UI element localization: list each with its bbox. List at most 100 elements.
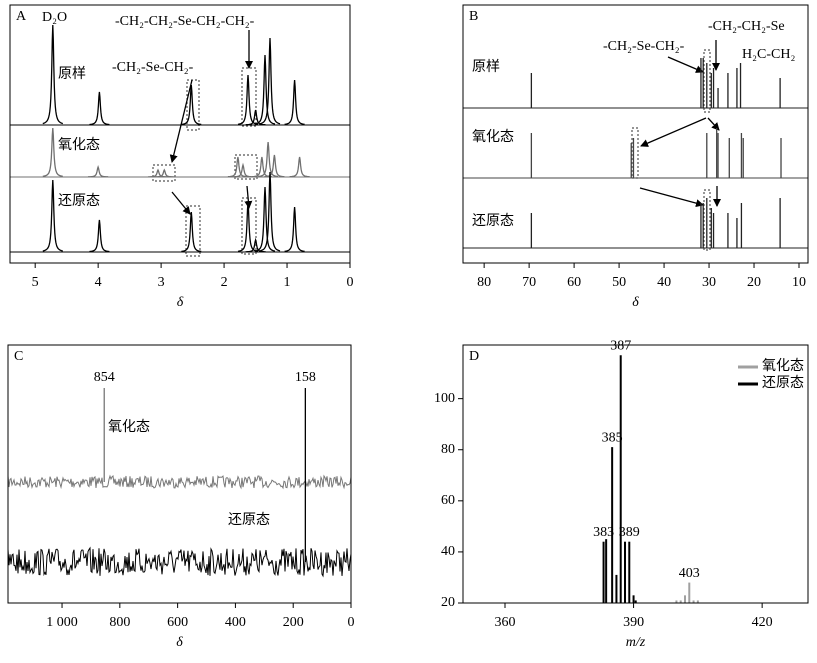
peak-label: 387 bbox=[610, 338, 631, 353]
peak bbox=[289, 156, 310, 178]
legend-label: 氧化态 bbox=[762, 358, 804, 374]
annotation: -CH₂-Se-CH₂- bbox=[112, 60, 194, 75]
peak bbox=[181, 211, 202, 253]
x-tick-label: 50 bbox=[612, 275, 626, 290]
panel-letter: B bbox=[469, 9, 478, 24]
peak bbox=[245, 237, 266, 253]
panel-letter: D bbox=[469, 349, 479, 364]
x-tick-label: 60 bbox=[567, 275, 581, 290]
frame bbox=[9, 4, 351, 264]
peak bbox=[89, 219, 110, 253]
panel-letter: A bbox=[16, 9, 27, 24]
plot-area bbox=[10, 24, 350, 253]
frame bbox=[7, 344, 352, 604]
x-tick-label: 420 bbox=[752, 615, 773, 630]
peak-label: 854 bbox=[94, 370, 115, 385]
peak bbox=[264, 154, 285, 178]
x-tick-label: 70 bbox=[522, 275, 536, 290]
noise bbox=[8, 546, 351, 578]
y-tick-label: 40 bbox=[441, 544, 455, 559]
peak-label: 158 bbox=[295, 370, 316, 385]
x-axis-label: δ bbox=[176, 635, 183, 650]
peak bbox=[233, 162, 253, 178]
trace-label: 氧化态 bbox=[472, 129, 514, 145]
highlight-box bbox=[234, 154, 258, 180]
x-tick-label: 0 bbox=[348, 615, 355, 630]
peak bbox=[181, 84, 202, 126]
panel-letter: C bbox=[14, 349, 23, 364]
x-tick-label: 1 bbox=[284, 275, 291, 290]
x-axis-label: m/z bbox=[626, 635, 646, 650]
x-tick-label: 600 bbox=[167, 615, 188, 630]
arrow bbox=[667, 56, 704, 73]
peak bbox=[87, 164, 109, 178]
x-tick-label: 10 bbox=[792, 275, 806, 290]
frame bbox=[462, 4, 809, 264]
arrow bbox=[169, 79, 193, 163]
y-tick-label: 80 bbox=[441, 442, 455, 457]
arrow bbox=[639, 187, 704, 208]
peak bbox=[259, 171, 281, 252]
trace-label: 还原态 bbox=[472, 213, 514, 229]
peak bbox=[284, 206, 305, 253]
peak bbox=[245, 109, 266, 126]
trace-label: 还原态 bbox=[228, 512, 270, 528]
peak bbox=[154, 168, 175, 178]
x-tick-label: 400 bbox=[225, 615, 246, 630]
x-tick-label: 20 bbox=[747, 275, 761, 290]
peak bbox=[148, 168, 168, 178]
arrow bbox=[171, 191, 191, 215]
annotation: -CH₂-CH₂-Se bbox=[708, 19, 785, 34]
peak-label: 385 bbox=[602, 430, 623, 445]
peak-label: 403 bbox=[679, 566, 700, 581]
x-tick-label: 390 bbox=[623, 615, 644, 630]
x-axis-label: δ bbox=[632, 295, 639, 310]
highlight-box bbox=[186, 79, 200, 131]
x-tick-label: 80 bbox=[477, 275, 491, 290]
peak bbox=[42, 127, 63, 177]
highlight-box bbox=[241, 197, 257, 255]
peak bbox=[227, 156, 248, 178]
peak bbox=[284, 79, 305, 126]
x-tick-label: 40 bbox=[657, 275, 671, 290]
highlight-box bbox=[703, 189, 711, 251]
plot-area bbox=[602, 355, 699, 603]
trace-label: 氧化态 bbox=[58, 137, 100, 153]
noise bbox=[8, 474, 351, 490]
peak bbox=[259, 37, 281, 125]
highlight-box bbox=[703, 49, 711, 113]
x-tick-label: 360 bbox=[495, 615, 516, 630]
peak bbox=[89, 91, 110, 126]
frame bbox=[462, 344, 809, 604]
legend-label: 还原态 bbox=[762, 375, 804, 391]
peak bbox=[42, 179, 63, 252]
trace-label: 原样 bbox=[472, 59, 500, 75]
annotation: -CH₂-CH₂-Se-CH₂-CH₂- bbox=[115, 14, 255, 29]
x-tick-label: 4 bbox=[95, 275, 102, 290]
y-tick-label: 60 bbox=[441, 493, 455, 508]
x-tick-label: 2 bbox=[221, 275, 228, 290]
arrow bbox=[640, 117, 707, 147]
annotation: D₂O bbox=[42, 10, 67, 25]
plot-area bbox=[8, 388, 351, 578]
y-tick-label: 20 bbox=[441, 595, 455, 610]
peak bbox=[42, 24, 64, 125]
x-tick-label: 200 bbox=[283, 615, 304, 630]
peak bbox=[254, 54, 276, 125]
trace-label: 氧化态 bbox=[108, 419, 150, 435]
plot-area bbox=[463, 58, 808, 249]
annotation: -CH₂-Se-CH₂- bbox=[603, 39, 685, 54]
peak bbox=[258, 141, 279, 178]
peak bbox=[237, 201, 259, 252]
x-tick-label: 5 bbox=[32, 275, 39, 290]
arrow bbox=[707, 117, 720, 131]
x-tick-label: 3 bbox=[158, 275, 165, 290]
peak bbox=[254, 186, 276, 252]
trace-label: 还原态 bbox=[58, 193, 100, 209]
y-tick-label: 100 bbox=[434, 391, 455, 406]
x-tick-label: 0 bbox=[347, 275, 354, 290]
x-axis-label: δ bbox=[177, 295, 184, 310]
peak-label: 383 bbox=[593, 525, 614, 540]
